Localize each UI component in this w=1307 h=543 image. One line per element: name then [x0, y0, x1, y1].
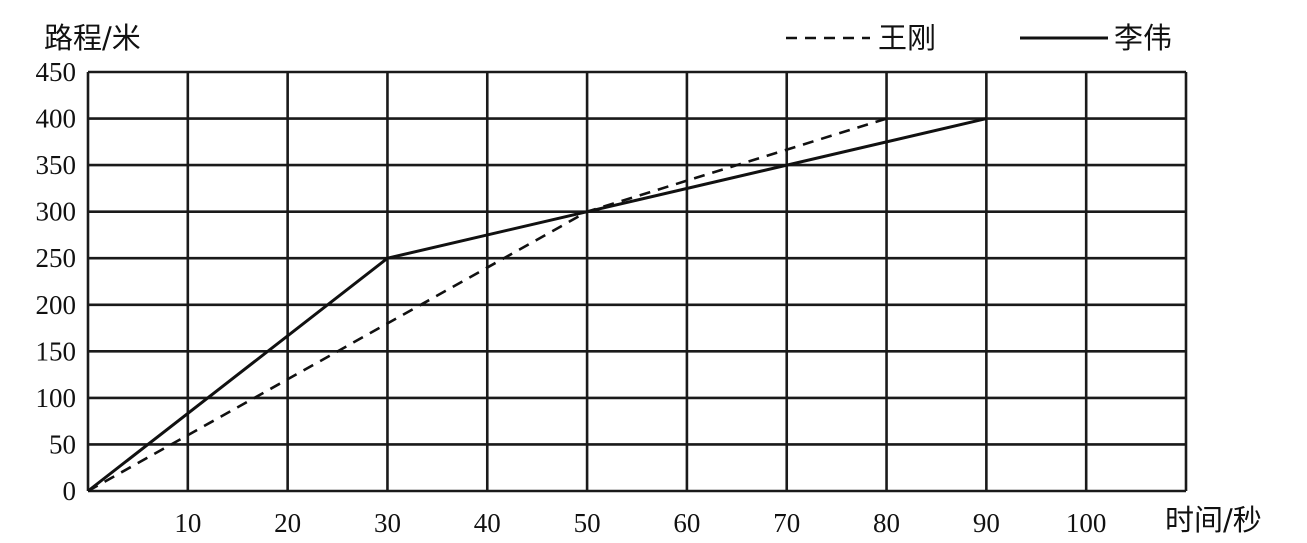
y-tick-label-350: 350 — [36, 150, 77, 180]
y-tick-label-100: 100 — [36, 383, 77, 413]
y-tick-label-250: 250 — [36, 243, 77, 273]
x-axis-tick-labels: 10 20 30 40 50 60 70 80 90 100 — [174, 508, 1106, 538]
legend-label-liwei: 李伟 — [1114, 21, 1172, 55]
x-tick-label-100: 100 — [1066, 508, 1107, 538]
vertical-grid-lines — [88, 72, 1186, 491]
x-tick-label-60: 60 — [673, 508, 700, 538]
y-axis-tick-labels: 0 50 100 150 200 250 300 350 400 450 — [36, 57, 77, 506]
x-tick-label-50: 50 — [574, 508, 601, 538]
y-tick-label-300: 300 — [36, 197, 77, 227]
y-tick-label-450: 450 — [36, 57, 77, 87]
x-tick-label-30: 30 — [374, 508, 401, 538]
x-tick-label-20: 20 — [274, 508, 301, 538]
legend-label-wanggang: 王刚 — [878, 21, 936, 55]
y-tick-label-150: 150 — [36, 336, 77, 366]
legend: 王刚 李伟 — [786, 21, 1172, 55]
y-axis-title: 路程/米 — [44, 21, 141, 55]
y-tick-label-0: 0 — [63, 476, 77, 506]
y-tick-label-50: 50 — [49, 429, 76, 459]
x-tick-label-70: 70 — [773, 508, 800, 538]
y-tick-label-200: 200 — [36, 290, 77, 320]
x-axis-title: 时间/秒 — [1165, 503, 1262, 537]
x-tick-label-80: 80 — [873, 508, 900, 538]
x-tick-label-40: 40 — [474, 508, 501, 538]
y-tick-label-400: 400 — [36, 104, 77, 134]
x-tick-label-10: 10 — [174, 508, 201, 538]
x-tick-label-90: 90 — [973, 508, 1000, 538]
horizontal-grid-lines — [88, 72, 1186, 491]
